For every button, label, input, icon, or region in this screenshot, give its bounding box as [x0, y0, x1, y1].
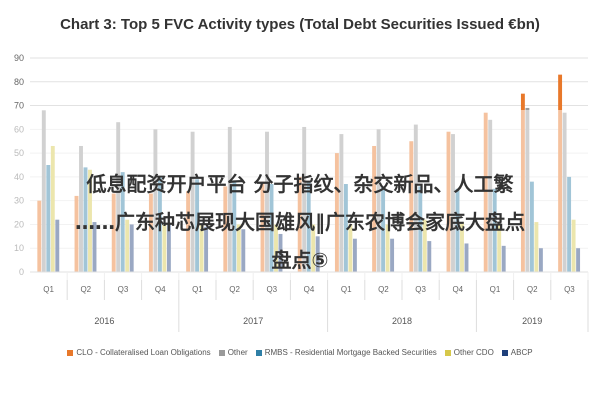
x-tick-label: Q4 [452, 285, 463, 294]
year-label: 2017 [243, 316, 263, 326]
x-tick-label: Q2 [527, 285, 538, 294]
legend-swatch [67, 349, 74, 356]
x-tick-label: Q3 [415, 285, 426, 294]
overlay-headline-line-3[interactable]: 盘点⑤ [271, 248, 329, 272]
x-tick-label: Q2 [378, 285, 389, 294]
legend-item: Other CDO [444, 348, 494, 357]
x-tick-label: Q1 [43, 285, 54, 294]
x-tick-label: Q4 [155, 285, 166, 294]
year-label: 2016 [94, 316, 114, 326]
legend-swatch [444, 349, 451, 356]
legend-swatch [501, 349, 508, 356]
year-label: 2019 [522, 316, 542, 326]
legend-item: CLO - Collateralised Loan Obligations [67, 348, 211, 357]
x-tick-label: Q3 [266, 285, 277, 294]
x-tick-label: Q1 [341, 285, 352, 294]
legend-item: Other [218, 348, 248, 357]
y-tick-label: 80 [14, 77, 24, 87]
legend-item: ABCP [501, 348, 533, 357]
overlay-headline-line-1[interactable]: 低息配资开户平台 分子指纹、杂交新品、人工繁 [86, 172, 514, 196]
year-label: 2018 [392, 316, 412, 326]
legend-label: CLO - Collateralised Loan Obligations [76, 348, 211, 357]
x-tick-label: Q4 [304, 285, 315, 294]
legend-label: RMBS - Residential Mortgage Backed Secur… [264, 348, 437, 357]
x-tick-label: Q2 [229, 285, 240, 294]
x-tick-label: Q1 [490, 285, 501, 294]
y-tick-label: 70 [14, 101, 24, 111]
legend-item: RMBS - Residential Mortgage Backed Secur… [255, 348, 437, 357]
overlay-headline-line-2[interactable]: ……广东种芯展现大国雄风‖广东农博会家底大盘点 [75, 210, 525, 234]
x-tick-label: Q2 [80, 285, 91, 294]
chart-legend: CLO - Collateralised Loan Obligations Oth… [0, 348, 600, 357]
legend-swatch [255, 349, 262, 356]
chart-title: Chart 3: Top 5 FVC Activity types (Total… [60, 16, 540, 33]
x-tick-label: Q3 [564, 285, 575, 294]
x-tick-label: Q1 [192, 285, 203, 294]
x-axis: Q1 Q2 Q3 Q4 Q1 Q2 Q3 Q4 Q1 Q2 Q3 Q4 Q1 Q2 Q3 2016 2017 20… [30, 271, 589, 332]
legend-label: Other CDO [453, 348, 494, 357]
watermark-overlay: 低息配资开户平台 分子指纹、杂交新品、人工繁 ……广东种芯展现大国雄风‖广东农博… [0, 110, 600, 280]
legend-label: Other [227, 348, 248, 357]
legend-label: ABCP [510, 348, 533, 357]
y-tick-label: 90 [14, 53, 24, 63]
x-tick-label: Q3 [118, 285, 129, 294]
legend-swatch [218, 349, 225, 356]
